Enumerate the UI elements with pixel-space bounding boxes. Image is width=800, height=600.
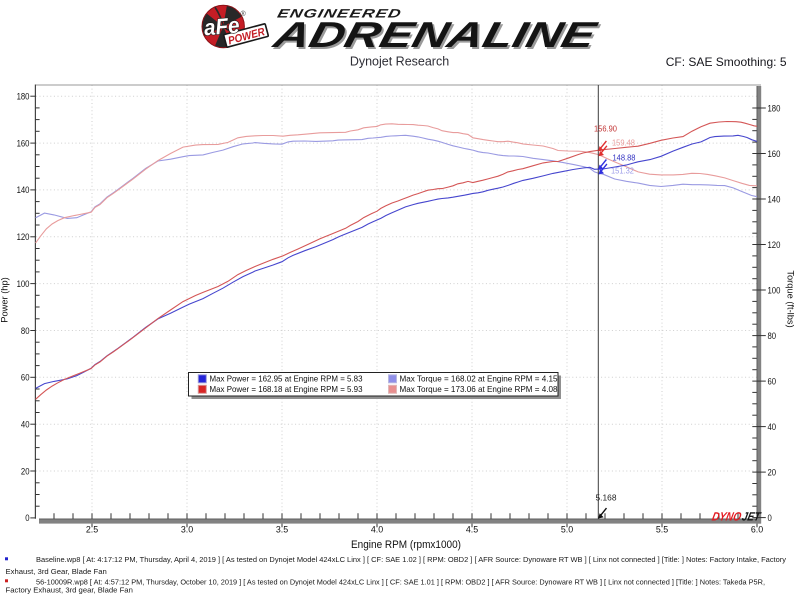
- svg-text:100: 100: [768, 284, 781, 295]
- svg-text:2.5: 2.5: [86, 523, 98, 534]
- svg-text:5.0: 5.0: [561, 523, 573, 534]
- svg-text:Exhaust, 3rd Gear, Blade Fan: Exhaust, 3rd Gear, Blade Fan: [6, 567, 107, 576]
- svg-text:140: 140: [768, 193, 781, 204]
- svg-text:140: 140: [17, 184, 30, 195]
- svg-text:120: 120: [17, 231, 30, 242]
- svg-text:4.5: 4.5: [466, 523, 478, 534]
- svg-text:56-10009R.wp8 [ At: 4:57:12 PM: 56-10009R.wp8 [ At: 4:57:12 PM, Thursday…: [36, 577, 765, 586]
- svg-text:20: 20: [768, 466, 777, 477]
- svg-text:180: 180: [17, 91, 30, 102]
- svg-text:3.5: 3.5: [276, 523, 288, 534]
- svg-text:156.90: 156.90: [594, 124, 617, 134]
- svg-text:120: 120: [768, 239, 781, 250]
- svg-text:Max Power = 168.18 at Engine R: Max Power = 168.18 at Engine RPM = 5.93: [210, 384, 363, 394]
- svg-text:0: 0: [25, 512, 29, 523]
- svg-text:151.32: 151.32: [611, 166, 634, 176]
- svg-text:Factory Exhaust, 3rd gear, Bla: Factory Exhaust, 3rd gear, Blade Fan: [6, 586, 133, 595]
- svg-text:80: 80: [21, 325, 30, 336]
- svg-text:Torque (ft-lbs): Torque (ft-lbs): [786, 270, 796, 327]
- svg-text:Power (hp): Power (hp): [0, 277, 10, 322]
- svg-text:Dynojet Research: Dynojet Research: [350, 55, 449, 69]
- svg-text:160: 160: [17, 137, 30, 148]
- svg-text:100: 100: [17, 278, 30, 289]
- svg-text:3.0: 3.0: [181, 523, 193, 534]
- svg-text:40: 40: [768, 421, 777, 432]
- svg-text:40: 40: [21, 419, 30, 430]
- svg-text:CF: SAE Smoothing: 5: CF: SAE Smoothing: 5: [666, 55, 787, 69]
- svg-text:ADRENALINE: ADRENALINE: [269, 14, 603, 54]
- svg-text:5.5: 5.5: [656, 523, 668, 534]
- svg-text:60: 60: [21, 372, 30, 383]
- svg-text:159.48: 159.48: [612, 138, 635, 148]
- svg-text:6.0: 6.0: [751, 523, 763, 534]
- svg-text:20: 20: [21, 465, 30, 476]
- svg-text:ENGINEERED: ENGINEERED: [276, 7, 403, 21]
- svg-text:aFe: aFe: [203, 12, 241, 40]
- svg-text:DYNO: DYNO: [711, 510, 743, 524]
- svg-text:Engine RPM (rpmx1000): Engine RPM (rpmx1000): [351, 539, 461, 551]
- svg-text:80: 80: [768, 330, 777, 341]
- svg-text:®: ®: [241, 10, 247, 18]
- svg-text:60: 60: [768, 375, 777, 386]
- svg-text:JET: JET: [741, 510, 763, 524]
- svg-text:180: 180: [768, 102, 781, 113]
- svg-text:5.168: 5.168: [596, 493, 617, 503]
- svg-text:148.88: 148.88: [613, 153, 636, 163]
- svg-text:Max Torque = 173.06 at Engine: Max Torque = 173.06 at Engine RPM = 4.08: [400, 384, 558, 394]
- svg-text:4.0: 4.0: [371, 523, 383, 534]
- svg-text:Max Power = 162.95 at Engine R: Max Power = 162.95 at Engine RPM = 5.83: [210, 374, 363, 384]
- svg-text:160: 160: [768, 148, 781, 159]
- svg-text:ADRENALINE: ADRENALINE: [270, 17, 604, 57]
- svg-text:Max Torque = 168.02 at Engine: Max Torque = 168.02 at Engine RPM = 4.15: [400, 374, 558, 384]
- svg-text:0: 0: [768, 512, 772, 523]
- svg-text:Baseline.wp8 [ At: 4:17:12 PM,: Baseline.wp8 [ At: 4:17:12 PM, Thursday,…: [36, 555, 786, 564]
